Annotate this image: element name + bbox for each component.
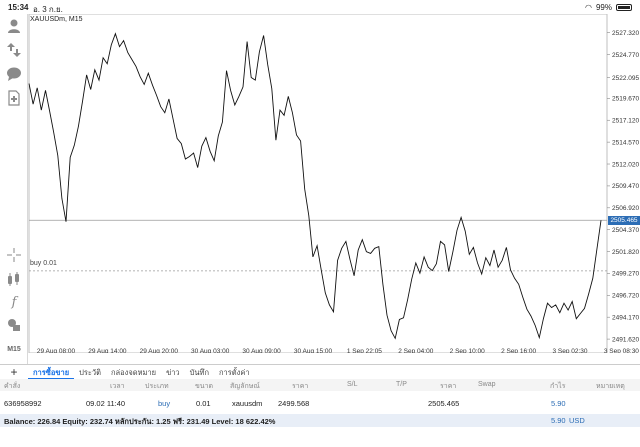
col-comment: หมายเหตุ: [596, 383, 625, 390]
tab-history[interactable]: ประวัติ: [79, 367, 102, 377]
summary-currency: USD: [569, 416, 585, 425]
col-time: เวลา: [110, 383, 125, 390]
price-tick-label: 2519.670: [612, 96, 639, 103]
price-tick-label: 2512.020: [612, 161, 639, 168]
row-current-price: 2505.465: [428, 399, 460, 408]
function-icon[interactable]: f: [11, 295, 17, 310]
summary-text: Balance: 226.84 Equity: 232.74 หลักประกั…: [4, 417, 276, 426]
bottom-tabs: + การซื้อขาย ประวัติ กล่องจดหมาย ข่าว บั…: [0, 364, 640, 380]
price-tick-label: 2522.095: [612, 75, 639, 82]
status-date: อ. 3 ก.ย.: [33, 5, 63, 14]
indicators-icon[interactable]: [5, 271, 23, 289]
col-tp: T/P: [396, 381, 407, 388]
new-document-icon[interactable]: [5, 90, 23, 108]
price-tick-label: 2527.320: [612, 30, 639, 37]
price-tick-label: 2496.720: [612, 293, 639, 300]
shapes-icon[interactable]: [5, 317, 23, 335]
time-tick-label: 3 Sep 08:30: [604, 348, 639, 353]
row-symbol: xauusdm: [232, 399, 263, 408]
time-tick-label: 2 Sep 04:00: [398, 348, 433, 353]
tab-trade[interactable]: การซื้อขาย: [28, 365, 75, 380]
row-order: 636958992: [4, 399, 42, 408]
bottom-spacer: [0, 427, 640, 447]
table-header: คำสั่ง เวลา ประเภท ขนาด สัญลักษณ์ ราคา S…: [0, 379, 640, 391]
table-row[interactable]: 636958992 09.02 11:40 buy 0.01 xauusdm 2…: [0, 397, 640, 409]
chart-symbol-label: XAUUSDm, M15: [30, 16, 83, 23]
col-current-price: ราคา: [440, 383, 457, 390]
price-tick-label: 2491.620: [612, 336, 639, 343]
price-tick-label: 2494.170: [612, 315, 639, 322]
chat-icon[interactable]: [5, 66, 23, 84]
price-tick-label: 2501.820: [612, 249, 639, 256]
col-size: ขนาด: [195, 383, 214, 390]
col-type: ประเภท: [145, 383, 169, 390]
account-icon[interactable]: [5, 18, 23, 36]
col-price: ราคา: [292, 383, 309, 390]
col-order: คำสั่ง: [4, 383, 21, 390]
tab-news[interactable]: ข่าว: [166, 367, 180, 377]
period-button[interactable]: M15: [7, 346, 21, 353]
plot-frame: [28, 14, 608, 353]
row-open-price: 2499.568: [278, 399, 310, 408]
time-tick-label: 29 Aug 14:00: [88, 348, 127, 353]
tab-mailbox[interactable]: กล่องจดหมาย: [111, 367, 157, 377]
status-bar: 15:34 อ. 3 ก.ย. ◠ 99%: [0, 0, 640, 14]
time-tick-label: 29 Aug 20:00: [140, 348, 179, 353]
time-tick-label: 30 Aug 15:00: [294, 348, 333, 353]
time-tick-label: 2 Sep 10:00: [450, 348, 485, 353]
account-summary: Balance: 226.84 Equity: 232.74 หลักประกั…: [0, 414, 640, 427]
price-tick-label: 2517.120: [612, 118, 639, 125]
row-size: 0.01: [196, 399, 211, 408]
chart-canvas[interactable]: 2527.320 2524.770 2522.095 2519.670 2517.120…: [28, 14, 640, 353]
add-icon[interactable]: +: [10, 365, 18, 379]
time-tick-label: 3 Sep 02:30: [552, 348, 587, 353]
row-type: buy: [158, 399, 171, 408]
price-tick-label: 2499.270: [612, 271, 639, 278]
price-chart[interactable]: 2527.320 2524.770 2522.095 2519.670 2517.120…: [28, 14, 640, 353]
status-time: 15:34: [8, 3, 29, 12]
summary-profit: 5.90: [551, 416, 566, 425]
price-series-line: [28, 32, 602, 340]
col-sl: S/L: [347, 381, 358, 388]
price-tick-label: 2509.470: [612, 183, 639, 190]
status-right: ◠ 99%: [585, 3, 632, 12]
battery-icon: [616, 4, 632, 11]
time-tick-label: 1 Sep 22:05: [347, 348, 382, 353]
battery-level: 99%: [595, 3, 612, 12]
time-tick-label: 2 Sep 16:00: [501, 348, 536, 353]
crosshair-icon[interactable]: [5, 247, 23, 265]
time-tick-label: 30 Aug 09:00: [242, 348, 281, 353]
col-profit: กำไร: [550, 383, 566, 390]
left-toolbar: f M15: [0, 14, 28, 369]
price-tick-label: 2514.570: [612, 139, 639, 146]
trade-arrows-icon[interactable]: [5, 42, 23, 60]
tab-journal[interactable]: บันทึก: [189, 367, 210, 377]
time-tick-label: 30 Aug 03:00: [191, 348, 230, 353]
wifi-icon: ◠: [585, 3, 592, 12]
buy-line-label: buy 0.01: [30, 260, 57, 267]
col-swap: Swap: [478, 381, 496, 388]
row-profit: 5.90: [551, 399, 566, 408]
tab-settings[interactable]: การตั้งค่า: [219, 367, 250, 377]
price-tick-label: 2506.920: [612, 205, 639, 212]
time-tick-label: 29 Aug 08:00: [37, 348, 76, 353]
col-symbol: สัญลักษณ์: [230, 383, 260, 390]
price-tick-label: 2524.770: [612, 52, 639, 59]
row-time: 09.02 11:40: [86, 399, 126, 408]
price-tick-label: 2504.370: [612, 227, 639, 234]
current-price-tag: 2505.465: [608, 215, 640, 225]
